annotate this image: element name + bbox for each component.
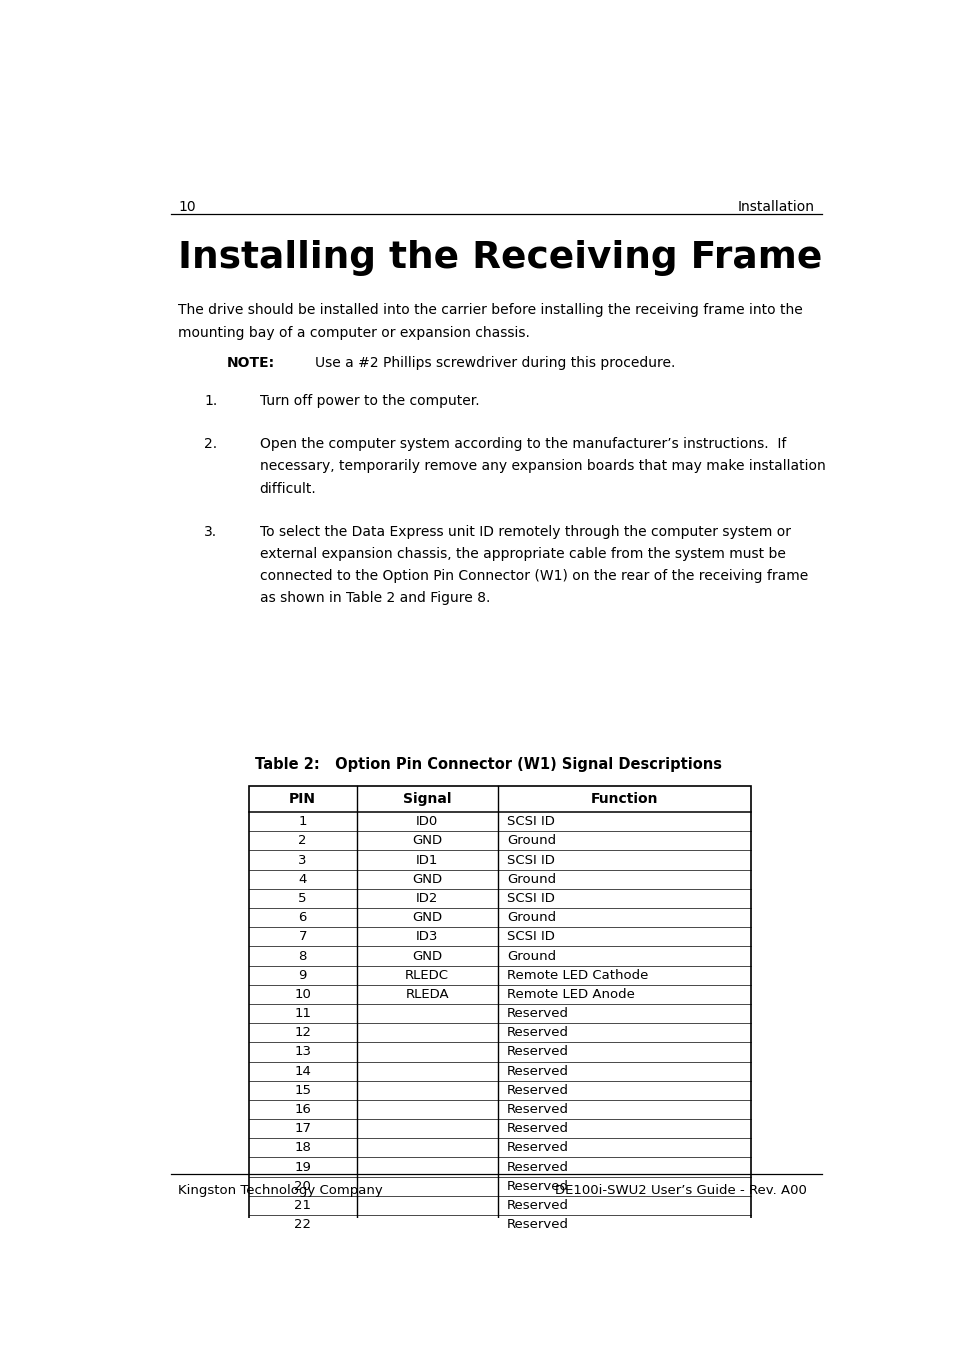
Text: NOTE:: NOTE: — [226, 356, 274, 370]
Text: RLEDC: RLEDC — [405, 969, 449, 982]
Text: GND: GND — [412, 950, 441, 962]
Text: 2.: 2. — [204, 437, 217, 452]
Text: Ground: Ground — [507, 834, 556, 847]
Bar — [249, 786, 751, 1235]
Text: 20: 20 — [294, 1180, 311, 1192]
Text: ID1: ID1 — [416, 854, 437, 867]
Text: Table 2:   Option Pin Connector (W1) Signal Descriptions: Table 2: Option Pin Connector (W1) Signa… — [255, 757, 721, 772]
Text: Reserved: Reserved — [507, 1161, 569, 1173]
Text: Reserved: Reserved — [507, 1218, 569, 1231]
Text: 2: 2 — [298, 834, 307, 847]
Text: GND: GND — [412, 834, 441, 847]
Text: 10: 10 — [178, 200, 195, 214]
Text: SCSI ID: SCSI ID — [507, 815, 555, 828]
Text: 15: 15 — [294, 1084, 311, 1097]
Text: Installation: Installation — [737, 200, 813, 214]
Text: 11: 11 — [294, 1008, 311, 1020]
Text: difficult.: difficult. — [259, 482, 316, 496]
Text: ID2: ID2 — [416, 893, 437, 905]
Text: 14: 14 — [294, 1065, 311, 1077]
Text: Open the computer system according to the manufacturer’s instructions.  If: Open the computer system according to th… — [259, 437, 785, 452]
Text: Reserved: Reserved — [507, 1123, 569, 1135]
Text: Use a #2 Phillips screwdriver during this procedure.: Use a #2 Phillips screwdriver during thi… — [314, 356, 675, 370]
Text: 4: 4 — [298, 873, 307, 886]
Text: PIN: PIN — [289, 793, 315, 806]
Text: SCSI ID: SCSI ID — [507, 854, 555, 867]
Text: Reserved: Reserved — [507, 1008, 569, 1020]
Text: Installing the Receiving Frame: Installing the Receiving Frame — [178, 240, 821, 277]
Text: To select the Data Express unit ID remotely through the computer system or: To select the Data Express unit ID remot… — [259, 524, 790, 539]
Text: The drive should be installed into the carrier before installing the receiving f: The drive should be installed into the c… — [178, 304, 802, 318]
Text: 7: 7 — [298, 931, 307, 943]
Text: Turn off power to the computer.: Turn off power to the computer. — [259, 394, 478, 408]
Text: 6: 6 — [298, 912, 307, 924]
Text: external expansion chassis, the appropriate cable from the system must be: external expansion chassis, the appropri… — [259, 548, 784, 561]
Text: Reserved: Reserved — [507, 1142, 569, 1154]
Text: ID3: ID3 — [416, 931, 437, 943]
Text: mounting bay of a computer or expansion chassis.: mounting bay of a computer or expansion … — [178, 326, 530, 340]
Text: RLEDA: RLEDA — [405, 988, 449, 1001]
Text: 18: 18 — [294, 1142, 311, 1154]
Text: 21: 21 — [294, 1199, 311, 1212]
Text: Ground: Ground — [507, 950, 556, 962]
Text: Reserved: Reserved — [507, 1103, 569, 1116]
Text: 1.: 1. — [204, 394, 217, 408]
Text: GND: GND — [412, 912, 441, 924]
Text: Reserved: Reserved — [507, 1084, 569, 1097]
Text: 5: 5 — [298, 893, 307, 905]
Text: 22: 22 — [294, 1218, 311, 1231]
Text: Signal: Signal — [402, 793, 451, 806]
Text: 3: 3 — [298, 854, 307, 867]
Text: GND: GND — [412, 873, 441, 886]
Text: connected to the Option Pin Connector (W1) on the rear of the receiving frame: connected to the Option Pin Connector (W… — [259, 570, 807, 583]
Text: 10: 10 — [294, 988, 311, 1001]
Text: 13: 13 — [294, 1046, 311, 1058]
Text: SCSI ID: SCSI ID — [507, 893, 555, 905]
Text: Reserved: Reserved — [507, 1027, 569, 1039]
Text: 1: 1 — [298, 815, 307, 828]
Text: Ground: Ground — [507, 912, 556, 924]
Text: 8: 8 — [298, 950, 307, 962]
Text: Remote LED Cathode: Remote LED Cathode — [507, 969, 648, 982]
Text: Kingston Technology Company: Kingston Technology Company — [178, 1184, 383, 1197]
Text: ID0: ID0 — [416, 815, 437, 828]
Text: Reserved: Reserved — [507, 1046, 569, 1058]
Text: Remote LED Anode: Remote LED Anode — [507, 988, 635, 1001]
Text: Reserved: Reserved — [507, 1180, 569, 1192]
Text: as shown in Table 2 and Figure 8.: as shown in Table 2 and Figure 8. — [259, 591, 490, 605]
Text: 17: 17 — [294, 1123, 311, 1135]
Text: necessary, temporarily remove any expansion boards that may make installation: necessary, temporarily remove any expans… — [259, 460, 824, 474]
Text: 12: 12 — [294, 1027, 311, 1039]
Text: Ground: Ground — [507, 873, 556, 886]
Text: Reserved: Reserved — [507, 1199, 569, 1212]
Text: Reserved: Reserved — [507, 1065, 569, 1077]
Text: SCSI ID: SCSI ID — [507, 931, 555, 943]
Text: 9: 9 — [298, 969, 307, 982]
Text: 16: 16 — [294, 1103, 311, 1116]
Text: 19: 19 — [294, 1161, 311, 1173]
Text: DE100i-SWU2 User’s Guide - Rev. A00: DE100i-SWU2 User’s Guide - Rev. A00 — [555, 1184, 806, 1197]
Text: 3.: 3. — [204, 524, 217, 539]
Text: Function: Function — [590, 793, 658, 806]
